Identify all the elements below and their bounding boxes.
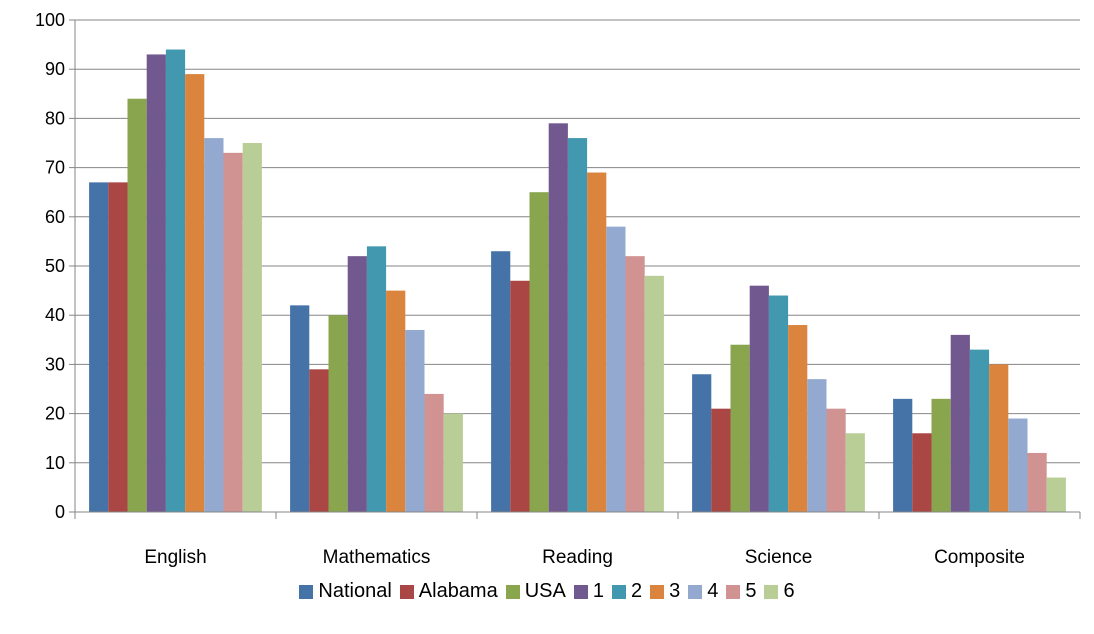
bar-mathematics-6 <box>443 413 463 512</box>
legend-swatch <box>688 584 703 599</box>
legend-label: National <box>318 580 392 602</box>
legend-label: 1 <box>592 580 604 602</box>
y-tick-label: 60 <box>45 207 65 227</box>
legend-item: 5 <box>726 580 756 603</box>
bar-reading-3 <box>587 172 607 512</box>
x-category-label: English <box>144 547 206 568</box>
bar-composite-2 <box>969 349 990 512</box>
bar-reading-alabama <box>510 280 530 512</box>
legend: National Alabama USA 1 2 3 4 5 6 <box>0 580 1094 604</box>
bar-science-3 <box>788 325 808 512</box>
legend-item: USA <box>505 580 566 603</box>
bar-mathematics-5 <box>424 393 444 512</box>
bar-science-2 <box>768 295 789 512</box>
bar-reading-1 <box>548 123 568 512</box>
legend-swatch <box>650 584 665 599</box>
bar-english-5 <box>223 152 243 512</box>
y-tick-label: 90 <box>45 59 65 79</box>
bar-science-4 <box>807 379 827 512</box>
bar-science-usa <box>730 344 750 512</box>
bar-composite-5 <box>1027 452 1047 512</box>
y-axis-ticks: 0 10 20 30 40 50 60 70 80 90 100 <box>35 10 75 522</box>
bar-science-5 <box>826 408 846 512</box>
legend-item: 2 <box>611 580 643 603</box>
legend-label: 3 <box>669 580 681 602</box>
bar-science-1 <box>749 285 769 512</box>
y-tick-label: 0 <box>55 502 65 522</box>
bar-science-national <box>692 374 712 512</box>
legend-item: 4 <box>688 580 718 603</box>
legend-label: 6 <box>783 580 795 602</box>
bar-mathematics-national <box>290 305 310 512</box>
legend-swatch <box>611 584 626 599</box>
legend-label: 5 <box>745 580 757 602</box>
x-axis-labels: English Mathematics Reading Science Composit… <box>144 547 1025 568</box>
legend-swatch <box>764 584 779 599</box>
x-category-label: Mathematics <box>323 547 431 568</box>
legend-label: Alabama <box>418 580 498 602</box>
y-tick-label: 100 <box>35 10 65 30</box>
bar-science-6 <box>845 433 865 512</box>
bar-reading-usa <box>529 192 549 512</box>
bar-mathematics-4 <box>405 329 425 512</box>
bar-english-national <box>89 182 109 513</box>
legend-swatch <box>726 584 741 599</box>
bar-composite-national <box>893 398 913 512</box>
legend-label: USA <box>524 580 566 602</box>
bar-english-1 <box>146 54 166 512</box>
bar-science-alabama <box>711 408 731 512</box>
bar-reading-national <box>491 251 511 513</box>
bar-composite-3 <box>989 364 1009 512</box>
bar-mathematics-alabama <box>309 369 329 512</box>
bar-english-6 <box>242 143 262 512</box>
legend-swatch <box>299 584 314 599</box>
axes <box>74 20 1081 519</box>
bar-reading-2 <box>567 138 588 512</box>
bar-reading-5 <box>625 256 645 512</box>
legend-item: Alabama <box>399 580 498 603</box>
x-category-label: Reading <box>542 547 613 568</box>
y-tick-label: 70 <box>45 158 65 178</box>
bar-composite-4 <box>1008 418 1028 512</box>
bar-english-alabama <box>108 182 128 513</box>
bars <box>89 49 1066 513</box>
legend-label: 4 <box>707 580 719 602</box>
bar-reading-6 <box>644 275 664 512</box>
y-tick-label: 30 <box>45 354 65 374</box>
bar-mathematics-3 <box>386 290 406 512</box>
bar-composite-6 <box>1046 477 1066 512</box>
bar-english-2 <box>165 49 186 513</box>
bar-composite-usa <box>931 398 951 512</box>
bar-mathematics-1 <box>347 256 367 512</box>
legend-item: National <box>299 580 392 603</box>
bar-mathematics-2 <box>366 246 387 512</box>
y-tick-label: 20 <box>45 404 65 424</box>
legend-item: 1 <box>573 580 604 603</box>
legend-swatch <box>505 584 520 599</box>
y-tick-label: 80 <box>45 108 65 128</box>
bar-reading-4 <box>606 226 626 512</box>
y-tick-label: 40 <box>45 305 65 325</box>
x-category-label: Composite <box>934 547 1025 568</box>
legend-label: 2 <box>630 580 643 602</box>
bar-composite-1 <box>950 334 970 512</box>
bar-composite-alabama <box>912 433 932 512</box>
bar-mathematics-usa <box>328 315 348 512</box>
legend-swatch <box>573 584 588 599</box>
bar-english-3 <box>185 74 205 513</box>
legend-item: 6 <box>764 580 795 603</box>
x-category-label: Science <box>745 547 813 568</box>
bar-english-4 <box>204 138 224 512</box>
legend-item: 3 <box>650 580 680 603</box>
y-tick-label: 10 <box>45 453 65 473</box>
bar-english-usa <box>127 98 147 512</box>
y-tick-label: 50 <box>45 256 65 276</box>
legend-swatch <box>399 584 414 599</box>
